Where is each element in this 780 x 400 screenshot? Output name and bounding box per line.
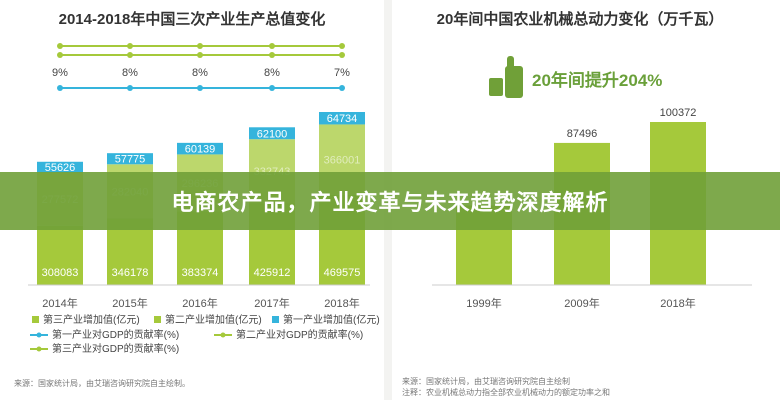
legend-label: 第一产业对GDP的贡献率(%) bbox=[52, 328, 179, 341]
primary-value-label: 55626 bbox=[45, 162, 76, 174]
machinery-value-label: 87496 bbox=[567, 128, 598, 140]
machinery-value-label: 100372 bbox=[660, 107, 697, 119]
ratio-point bbox=[339, 43, 345, 49]
ratio-point bbox=[269, 85, 275, 91]
bar-3-5 bbox=[319, 112, 365, 125]
ratio-point bbox=[197, 85, 203, 91]
tertiary-value-label: 425912 bbox=[254, 267, 291, 279]
primary-value-label: 57775 bbox=[115, 154, 146, 166]
ratio-label: 8% bbox=[192, 67, 208, 79]
primary-value-label: 64734 bbox=[327, 113, 358, 125]
thumbs-up-icon bbox=[489, 56, 523, 98]
legend-label: 第二产业增加值(亿元) bbox=[165, 313, 262, 326]
x-tick-label: 2018年 bbox=[324, 296, 359, 310]
legend-swatch bbox=[32, 316, 39, 323]
ratio-point bbox=[127, 52, 133, 58]
x-tick-label: 2017年 bbox=[254, 296, 289, 310]
tertiary-value-label: 469575 bbox=[324, 267, 361, 279]
ratio-point bbox=[57, 43, 63, 49]
ratio-point bbox=[269, 43, 275, 49]
primary-value-label: 60139 bbox=[185, 144, 216, 156]
right-source: 来源：国家统计局，由艾瑞咨询研究院自主绘制 bbox=[402, 376, 570, 386]
legend-marker bbox=[36, 346, 42, 352]
bar-1-1 bbox=[37, 225, 83, 285]
bar-3-4 bbox=[249, 127, 295, 140]
x-tick-label: 2016年 bbox=[182, 296, 217, 310]
bar-3-3 bbox=[177, 142, 223, 155]
legend-marker bbox=[36, 332, 42, 338]
ratio-point bbox=[197, 43, 203, 49]
legend-label: 第一产业增加值(亿元) bbox=[283, 313, 380, 326]
bar-3-2 bbox=[107, 153, 153, 165]
legend-swatch bbox=[154, 316, 161, 323]
legend-label: 第三产业对GDP的贡献率(%) bbox=[52, 342, 179, 355]
ratio-label: 7% bbox=[334, 67, 350, 79]
legend-label: 第二产业对GDP的贡献率(%) bbox=[236, 328, 363, 341]
left-source: 来源：国家统计局，由艾瑞咨询研究院自主绘制。 bbox=[14, 378, 190, 388]
right-note: 注释：农业机械总动力指全部农业机械动力的额定功率之和 bbox=[402, 387, 610, 397]
ratio-point bbox=[127, 43, 133, 49]
x-tick-label: 1999年 bbox=[466, 296, 501, 310]
ratio-point bbox=[57, 85, 63, 91]
primary-value-label: 62100 bbox=[257, 128, 288, 140]
x-tick-label: 2015年 bbox=[112, 296, 147, 310]
x-tick-label: 2018年 bbox=[660, 296, 695, 310]
banner-title: 电商农产品，产业变革与未来趋势深度解析 bbox=[0, 172, 780, 230]
legend-swatch bbox=[272, 316, 279, 323]
tertiary-value-label: 383374 bbox=[182, 267, 219, 279]
tertiary-value-label: 346178 bbox=[112, 267, 149, 279]
right-chart-title: 20年间中国农业机械总动力变化（万千瓦） bbox=[437, 10, 724, 28]
ratio-point bbox=[269, 52, 275, 58]
ratio-point bbox=[57, 52, 63, 58]
legend-label: 第三产业增加值(亿元) bbox=[43, 313, 140, 326]
ratio-point bbox=[339, 85, 345, 91]
x-tick-label: 2009年 bbox=[564, 296, 599, 310]
x-tick-label: 2014年 bbox=[42, 296, 77, 310]
ratio-label: 8% bbox=[264, 67, 280, 79]
growth-callout: 20年间提升204% bbox=[532, 70, 662, 90]
ratio-point bbox=[339, 52, 345, 58]
secondary-value-label: 366001 bbox=[324, 155, 361, 167]
ratio-point bbox=[197, 52, 203, 58]
left-chart-title: 2014-2018年中国三次产业生产总值变化 bbox=[59, 10, 326, 28]
ratio-point bbox=[127, 85, 133, 91]
tertiary-value-label: 308083 bbox=[42, 267, 79, 279]
ratio-label: 8% bbox=[122, 67, 138, 79]
bar-3-1 bbox=[37, 161, 83, 173]
ratio-label: 9% bbox=[52, 67, 68, 79]
legend-marker bbox=[220, 332, 226, 338]
